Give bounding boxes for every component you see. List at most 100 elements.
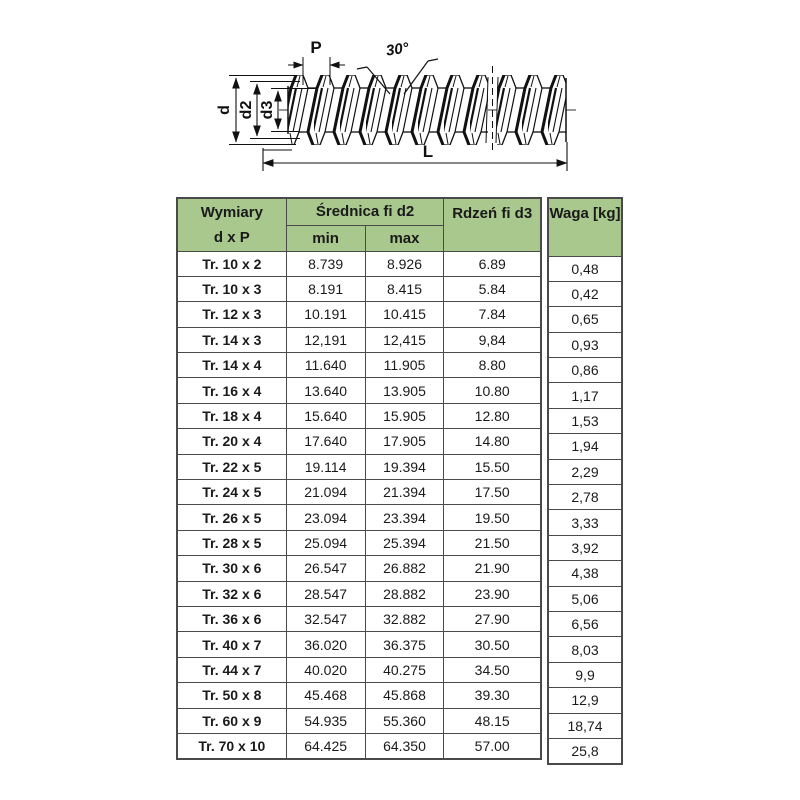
cell-weight: 2,78	[547, 484, 623, 511]
label-angle: 30°	[385, 39, 411, 59]
cell-weight: 12,9	[547, 687, 623, 714]
table-row: Tr. 60 x 9 54.935 55.360 48.15	[176, 707, 542, 734]
cell-weight: 0,42	[547, 280, 623, 308]
table-row: 0,65	[547, 306, 623, 333]
dimension-d3	[271, 87, 316, 133]
header-dimensions: Wymiary d x P	[176, 197, 287, 252]
cell-max: 17.905	[364, 428, 445, 455]
cell-core: 21.90	[443, 555, 542, 582]
cell-min: 26.547	[285, 555, 366, 582]
cell-core: 10.80	[443, 377, 542, 404]
cell-dim: Tr. 36 x 6	[176, 605, 287, 633]
cell-dim: Tr. 10 x 2	[176, 250, 287, 277]
table-row: 0,48	[547, 255, 623, 282]
cell-core: 17.50	[443, 479, 542, 506]
cell-max: 23.394	[364, 504, 445, 531]
header-dimensions-line1: Wymiary	[200, 203, 263, 221]
cell-weight: 9,9	[547, 661, 623, 689]
cell-min: 12,191	[285, 326, 366, 354]
cell-dim: Tr. 30 x 6	[176, 555, 287, 582]
cell-dim: Tr. 70 x 10	[176, 732, 287, 760]
label-d: d	[216, 105, 233, 115]
cell-max: 64.350	[364, 732, 445, 760]
cell-weight: 0,93	[547, 331, 623, 359]
cell-max: 8.415	[364, 275, 445, 303]
header-min: min	[285, 224, 366, 252]
table-row: Tr. 24 x 5 21.094 21.394 17.50	[176, 479, 542, 506]
cell-dim: Tr. 20 x 4	[176, 428, 287, 455]
table-row: Tr. 20 x 4 17.640 17.905 14.80	[176, 428, 542, 455]
cell-max: 12,415	[364, 326, 445, 354]
cell-weight: 5,06	[547, 585, 623, 612]
table-row: Tr. 18 x 4 15.640 15.905 12.80	[176, 402, 542, 430]
cell-max: 13.905	[364, 377, 445, 404]
cell-max: 21.394	[364, 479, 445, 506]
table-row: 18,74	[547, 712, 623, 739]
dimension-d	[229, 74, 296, 146]
cell-core: 5.84	[443, 275, 542, 303]
cell-max: 45.868	[364, 682, 445, 709]
cell-min: 19.114	[285, 453, 366, 481]
cell-min: 25.094	[285, 529, 366, 557]
cell-weight: 25,8	[547, 737, 623, 765]
cell-weight: 1,17	[547, 382, 623, 409]
table-row: 1,94	[547, 433, 623, 460]
cell-dim: Tr. 22 x 5	[176, 453, 287, 481]
cell-min: 17.640	[285, 428, 366, 455]
table-row: 2,29	[547, 458, 623, 486]
cell-max: 11.905	[364, 352, 445, 379]
cell-dim: Tr. 16 x 4	[176, 377, 287, 404]
table-row: Tr. 14 x 4 11.640 11.905 8.80	[176, 352, 542, 379]
thread-technical-drawing: d d2 d3 P 30°	[216, 38, 576, 171]
table-row: Tr. 36 x 6 32.547 32.882 27.90	[176, 605, 542, 633]
cell-weight: 8,03	[547, 636, 623, 663]
cell-dim: Tr. 18 x 4	[176, 402, 287, 430]
cell-max: 8.926	[364, 250, 445, 277]
cell-weight: 0,48	[547, 255, 623, 282]
label-l: L	[423, 142, 433, 161]
cell-min: 64.425	[285, 732, 366, 760]
cell-weight: 0,86	[547, 357, 623, 384]
dimension-tables: Wymiary d x P Średnica fi d2 Rdzeń fi d3…	[176, 197, 623, 765]
cell-weight: 1,53	[547, 407, 623, 435]
table-row: Tr. 12 x 3 10.191 10.415 7.84	[176, 301, 542, 328]
table-row: Tr. 10 x 3 8.191 8.415 5.84	[176, 275, 542, 303]
dimensions-table: Wymiary d x P Średnica fi d2 Rdzeń fi d3…	[176, 197, 542, 760]
cell-core: 19.50	[443, 504, 542, 531]
cell-core: 12.80	[443, 402, 542, 430]
dimension-l	[262, 142, 568, 171]
cell-min: 8.739	[285, 250, 366, 277]
table-row: Tr. 32 x 6 28.547 28.882 23.90	[176, 580, 542, 607]
cell-weight: 1,94	[547, 433, 623, 460]
header-dimensions-line2: d x P	[213, 228, 250, 246]
cell-max: 36.375	[364, 631, 445, 658]
cell-min: 40.020	[285, 656, 366, 684]
label-d2: d2	[238, 101, 255, 120]
break-edge-left	[485, 76, 489, 144]
cell-min: 8.191	[285, 275, 366, 303]
cell-min: 23.094	[285, 504, 366, 531]
cell-core: 15.50	[443, 453, 542, 481]
cell-weight: 0,65	[547, 306, 623, 333]
table-row: 25,8	[547, 737, 623, 765]
cell-weight: 18,74	[547, 712, 623, 739]
cell-core: 21.50	[443, 529, 542, 557]
cell-min: 45.468	[285, 682, 366, 709]
cell-weight: 6,56	[547, 610, 623, 638]
cell-min: 13.640	[285, 377, 366, 404]
table-row: 1,17	[547, 382, 623, 409]
cell-max: 15.905	[364, 402, 445, 430]
cell-dim: Tr. 10 x 3	[176, 275, 287, 303]
cell-dim: Tr. 28 x 5	[176, 529, 287, 557]
table-row: 5,06	[547, 585, 623, 612]
cell-dim: Tr. 44 x 7	[176, 656, 287, 684]
cell-dim: Tr. 24 x 5	[176, 479, 287, 506]
cell-dim: Tr. 32 x 6	[176, 580, 287, 607]
table-row: Tr. 16 x 4 13.640 13.905 10.80	[176, 377, 542, 404]
table-row: 12,9	[547, 687, 623, 714]
thread-body-right	[497, 75, 566, 145]
cell-core: 27.90	[443, 605, 542, 633]
table-row: 9,9	[547, 661, 623, 689]
table-row: Tr. 10 x 2 8.739 8.926 6.89	[176, 250, 542, 277]
dimension-p	[288, 57, 345, 85]
